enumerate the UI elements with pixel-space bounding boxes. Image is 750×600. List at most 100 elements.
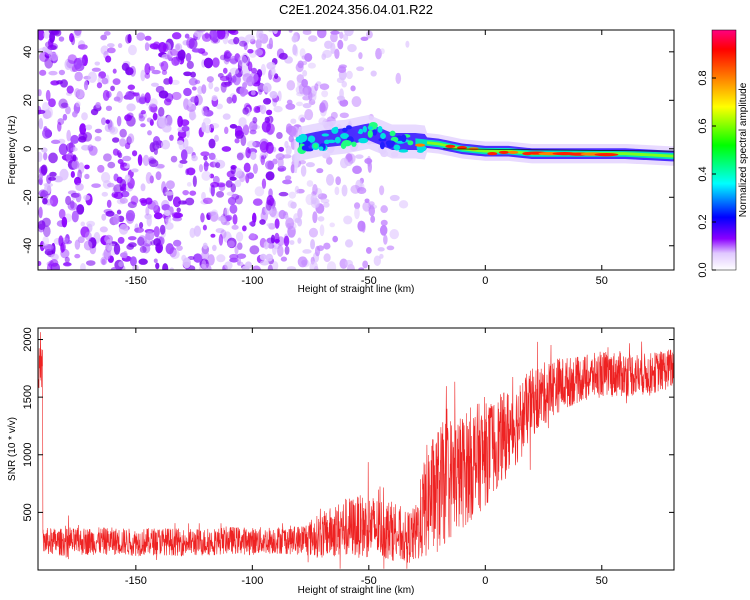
spectrogram-speckle [245,34,255,43]
spectrogram-speckle [226,52,233,57]
spectrogram-speckle [140,69,146,82]
spectrogram-speckle [96,82,103,89]
spectrogram-speckle [145,206,150,216]
spectrogram-speckle [183,98,190,110]
spectrogram-speckle [355,154,364,159]
spectrogram-speckle [45,89,51,102]
spectrogram-speckle [180,149,188,161]
spectrogram-speckle [121,62,130,71]
spectrogram-speckle [319,102,326,113]
spectrogram-speckle [316,168,324,174]
spectrogram-speckle [144,42,150,51]
spectrogram-speckle [165,243,174,255]
spectrogram-speckle [249,245,260,255]
spectrogram-speckle [231,94,237,104]
ridge-blob [358,137,369,144]
spectrogram-speckle [192,175,197,188]
spectrogram-speckle [377,247,385,252]
spectrogram-speckle [161,69,168,76]
spectrogram-speckle [112,137,120,143]
ridge-blob [362,125,368,133]
ridge-blob [351,141,357,147]
spectrogram-speckle [285,128,292,134]
spectrogram-speckle [85,124,93,131]
spectrogram-speckle [269,90,278,99]
spectrogram-speckle [136,32,146,41]
spectrogram-speckle [38,173,43,180]
ridge-blob [367,130,373,138]
spectrogram-speckle [230,183,236,193]
spectrogram-speckle [206,76,214,83]
spectrogram-speckle [254,106,262,113]
spectrogram-speckle [144,72,151,79]
spectrogram-speckle [72,154,77,162]
spectrogram-speckle [276,132,283,140]
spectrogram-speckle [324,40,333,50]
spectrogram-speckle [232,214,238,225]
spectrogram-speckle [265,171,275,181]
spectrogram-speckle [138,258,148,265]
spectrogram-speckle [105,55,112,63]
spectrogram-speckle [48,98,56,108]
spectrogram-speckle [171,56,180,66]
snr-x-tick-label: 50 [596,575,608,587]
spectrogram-speckle [229,204,238,214]
spectrogram-speckle [208,81,214,90]
spectrogram-speckle [117,152,123,159]
spectrogram-speckle [280,256,288,262]
spectrogram-speckle [198,164,204,173]
ridge-blob [307,135,316,143]
spectrogram-speckle [210,181,220,188]
spectrogram-speckle [334,48,340,59]
spectrogram-speckle [341,81,348,88]
ridge-center-line [443,148,674,152]
spectrogram-speckle [48,70,58,76]
spectrogram-speckle [308,227,319,238]
spectrogram-speckle [273,105,283,113]
spectrogram-speckle [94,128,103,134]
spectrogram-speckle [60,242,66,252]
spectrogram-speckle [76,204,85,215]
spectrogram-frame [37,29,675,271]
spectrogram-speckle [239,86,247,97]
spectrogram-speckle [82,132,93,142]
snr-y-tick-label: 500 [22,503,34,521]
spectrogram-y-tick-label: -20 [22,189,34,205]
spectrogram-speckle [140,110,146,115]
spectrogram-speckle [256,30,264,41]
spectrogram-speckle [40,190,49,201]
spectrogram-speckle [358,52,363,60]
spectrogram-speckle [186,37,195,49]
spectrogram-speckle [252,163,258,174]
spectrogram-speckle [213,86,220,92]
spectrogram-speckle [72,111,78,118]
spectrogram-speckle [229,30,239,36]
spectrogram-speckle [329,222,336,228]
spectrogram-speckle [64,256,70,263]
spectrogram-speckle [189,112,197,120]
snr-x-tick-label: -100 [241,575,263,587]
spectrogram-speckle [405,40,410,48]
spectrogram-speckle [191,154,198,162]
spectrogram-speckle [158,115,168,128]
spectrogram-speckle [209,161,217,168]
spectrogram-speckle [248,120,258,132]
spectrogram-x-tick-label: 0 [482,275,488,287]
ridge-blob [342,127,348,133]
spectrogram-speckle [350,85,356,92]
spectrogram-speckle [125,92,135,100]
spectrogram-speckle [236,152,244,161]
spectrogram-speckle [165,180,175,190]
spectrogram-speckle [50,139,61,144]
spectrogram-speckle [148,65,155,71]
spectrogram-speckle [201,105,208,117]
spectrogram-speckle [91,183,101,188]
spectrogram-x-tick-label: 50 [596,275,608,287]
spectrogram-speckle [248,221,255,226]
spectrogram-speckle [201,84,207,94]
spectrogram-speckle [208,138,216,149]
spectrogram-speckle [193,225,202,237]
spectrogram-speckle [189,227,196,238]
spectrogram-speckle [43,152,48,161]
ridge-blob [321,133,330,137]
